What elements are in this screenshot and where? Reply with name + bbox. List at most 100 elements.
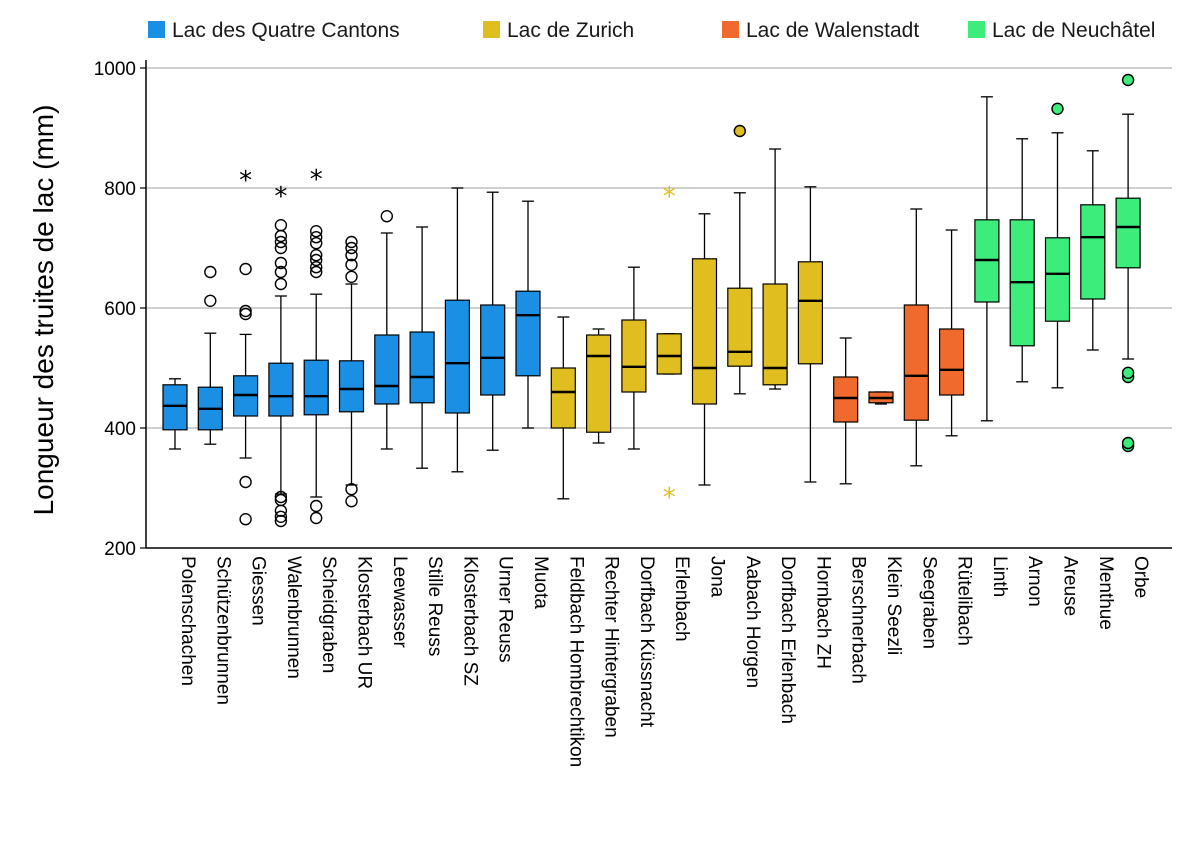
y-tick-labels: 200 400 600 800 1000: [94, 59, 146, 560]
category-label: Rechter Hintergraben: [601, 556, 622, 738]
iqr-box: [1044, 237, 1071, 322]
outlier-point: [310, 236, 323, 250]
iqr-box: [515, 290, 541, 377]
outlier-point: [310, 511, 323, 525]
outlier-point: [1051, 102, 1064, 116]
box-9: [480, 191, 506, 451]
category-label: Muota: [530, 556, 551, 609]
box-0: [162, 378, 188, 450]
box-14: **: [656, 182, 682, 513]
category-label: Hornbach ZH: [812, 556, 833, 669]
extreme-point: *: [239, 166, 252, 196]
outlier-point: [274, 514, 288, 528]
iqr-box: [550, 367, 576, 429]
extreme-point: *: [663, 182, 676, 212]
box-12: [585, 328, 612, 444]
outlier-point: [310, 224, 323, 238]
category-label: Walenbrunnen: [283, 556, 304, 679]
box-19: [833, 337, 859, 485]
category-label: Rütelibach: [954, 556, 975, 646]
extreme-point: *: [310, 165, 323, 195]
outlier-point: [1121, 436, 1135, 450]
category-label: Klosterbach UR: [354, 556, 375, 689]
box-10: [515, 200, 541, 429]
y-tick-label: 400: [104, 419, 136, 440]
outlier-point: [345, 241, 358, 255]
grid-lines: [146, 67, 1172, 429]
iqr-box: [1080, 204, 1106, 300]
iqr-box: [585, 334, 612, 433]
box-21: [903, 208, 929, 467]
iqr-box: [409, 331, 435, 404]
extreme-point: *: [274, 182, 287, 212]
category-label: Orbe: [1130, 556, 1151, 598]
category-label: Polenschachen: [177, 556, 198, 686]
category-label: Dorfbach Erlenbach: [777, 556, 798, 724]
box-1: [197, 265, 223, 445]
iqr-box: [444, 299, 470, 414]
box-11: [550, 316, 576, 500]
outlier-point: [274, 235, 288, 249]
iqr-box: [938, 328, 965, 396]
box-5: [338, 235, 365, 508]
outlier-point: [274, 493, 288, 507]
outlier-point: [1121, 73, 1135, 87]
outlier-point: [204, 265, 217, 279]
outlier-point: [345, 483, 358, 496]
category-label: Stille Reuss: [424, 556, 445, 656]
box-22: [938, 229, 965, 437]
outlier-point: [310, 253, 323, 267]
outlier-point: [274, 277, 288, 291]
outlier-point: [1121, 366, 1135, 379]
iqr-box: [833, 376, 859, 423]
extreme-point: *: [663, 483, 676, 513]
iqr-box: [762, 283, 788, 386]
iqr-box: [374, 334, 400, 405]
legend-swatch: [722, 21, 739, 38]
category-label: Aabach Horgen: [742, 556, 763, 688]
category-label: Arnon: [1024, 556, 1045, 607]
outlier-point: [274, 256, 288, 270]
category-label: Schützenbrunnen: [212, 556, 233, 705]
outlier-point: [239, 304, 252, 318]
box-7: [409, 226, 435, 469]
outlier-point: [345, 248, 358, 262]
iqr-box: [656, 333, 682, 375]
category-label: Areuse: [1060, 556, 1081, 616]
box-27: [1115, 73, 1141, 453]
category-label: Scheidgraben: [318, 556, 339, 673]
outlier-point: [239, 307, 252, 321]
outlier-point: [274, 490, 288, 504]
category-label: Klein Seezli: [883, 556, 904, 655]
box-26: [1080, 150, 1106, 351]
outlier-point: [274, 218, 288, 232]
outlier-point: [345, 258, 358, 271]
outlier-point: [345, 270, 358, 283]
outlier-point: [310, 499, 323, 513]
outlier-point: [733, 124, 746, 138]
y-tick-label: 1000: [94, 59, 136, 80]
outlier-point: [274, 265, 288, 279]
outlier-point: [274, 510, 288, 523]
outlier-point: [345, 235, 358, 249]
box-24: [1009, 138, 1035, 383]
box-8: [444, 187, 470, 473]
iqr-box: [303, 359, 329, 416]
y-tick-label: 800: [104, 179, 136, 200]
box-25: [1044, 102, 1071, 389]
box-20: [868, 391, 894, 405]
outlier-point: [239, 262, 252, 276]
category-label: Seegraben: [918, 556, 939, 649]
outlier-point: [310, 261, 323, 274]
outlier-point: [274, 241, 288, 255]
y-tick-label: 200: [104, 539, 136, 560]
outlier-point: [310, 248, 323, 262]
y-axis-label: Longueur des truites de lac (mm): [28, 105, 59, 516]
outlier-point: [204, 294, 217, 307]
boxes: *****: [162, 73, 1141, 528]
box-6: [374, 209, 400, 450]
iqr-box: [162, 384, 188, 431]
iqr-box: [338, 360, 365, 413]
category-label: Urner Reuss: [495, 556, 516, 663]
